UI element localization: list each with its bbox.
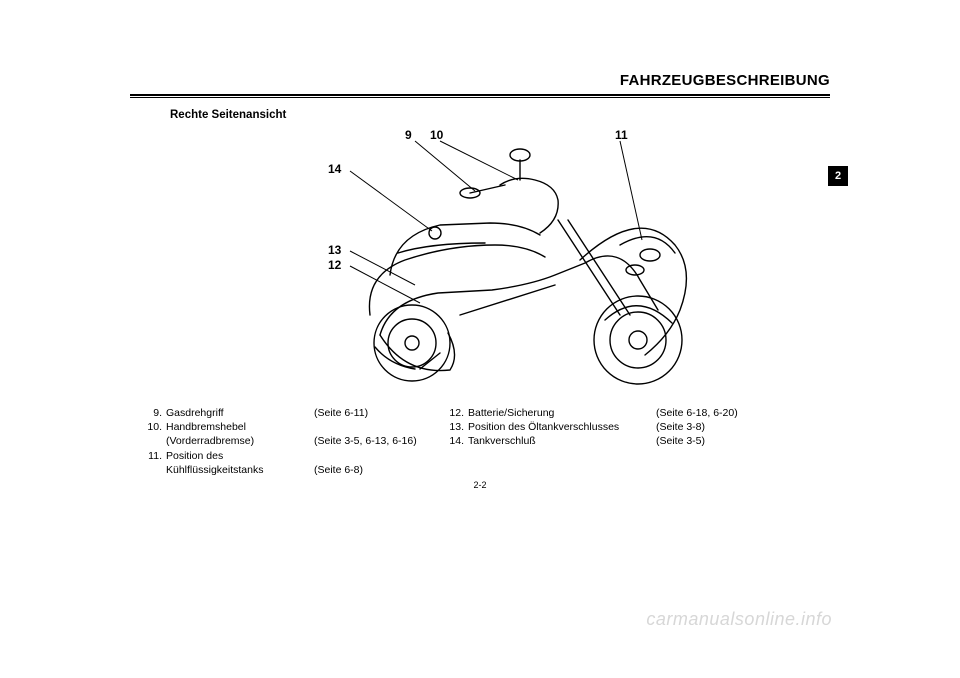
view-subtitle: Rechte Seitenansicht (170, 109, 286, 121)
ref-row: 9. Gasdrehgriff (Seite 6-11) 12. Batterie/… (144, 406, 830, 420)
ref-label: Gasdrehgriff (166, 407, 224, 419)
callout-11: 11 (615, 128, 628, 142)
section-title: FAHRZEUGBESCHREIBUNG (620, 72, 830, 89)
page-number: 2-2 (0, 480, 960, 490)
ref-label: Batterie/Sicherung (468, 407, 554, 419)
ref-page: (Seite 3-5) (656, 434, 786, 448)
ref-label: Position des (166, 450, 223, 462)
ref-num: 12. (446, 406, 464, 420)
header-rule (130, 94, 830, 98)
ref-num: 14. (446, 434, 464, 448)
page: FAHRZEUGBESCHREIBUNG Rechte Seitenansich… (0, 0, 960, 678)
reference-list: 9. Gasdrehgriff (Seite 6-11) 12. Batterie/… (144, 406, 830, 477)
ref-label: Position des Öltankverschlusses (468, 421, 619, 433)
callout-13: 13 (328, 243, 341, 257)
ref-label: Handbremshebel (166, 421, 246, 433)
ref-page: (Seite 6-8) (314, 463, 446, 477)
callout-14: 14 (328, 162, 341, 176)
ref-label: Tankverschluß (468, 435, 536, 447)
ref-row: 11. Position des (144, 449, 830, 463)
callout-9: 9 (405, 128, 412, 142)
watermark: carmanualsonline.info (646, 609, 832, 630)
scooter-diagram (320, 125, 730, 395)
ref-num: 13. (446, 420, 464, 434)
ref-page: (Seite 6-11) (314, 406, 446, 420)
ref-page (314, 449, 446, 463)
ref-page (314, 420, 446, 434)
ref-page: (Seite 6-18, 6-20) (656, 406, 786, 420)
ref-num: 11. (144, 449, 162, 463)
ref-row: 10. Handbremshebel 13. Position des Öltank… (144, 420, 830, 434)
ref-page: (Seite 3-8) (656, 420, 786, 434)
ref-num: 10. (144, 420, 162, 434)
callout-10: 10 (430, 128, 443, 142)
ref-page: (Seite 3-5, 6-13, 6-16) (314, 434, 446, 448)
chapter-tab: 2 (828, 166, 848, 186)
ref-label: (Vorderradbremse) (166, 435, 254, 447)
ref-row: Kühlflüssigkeitstanks (Seite 6-8) (144, 463, 830, 477)
ref-row: (Vorderradbremse) (Seite 3-5, 6-13, 6-16… (144, 434, 830, 448)
callout-12: 12 (328, 258, 341, 272)
ref-num: 9. (144, 406, 162, 420)
ref-label: Kühlflüssigkeitstanks (166, 464, 263, 476)
